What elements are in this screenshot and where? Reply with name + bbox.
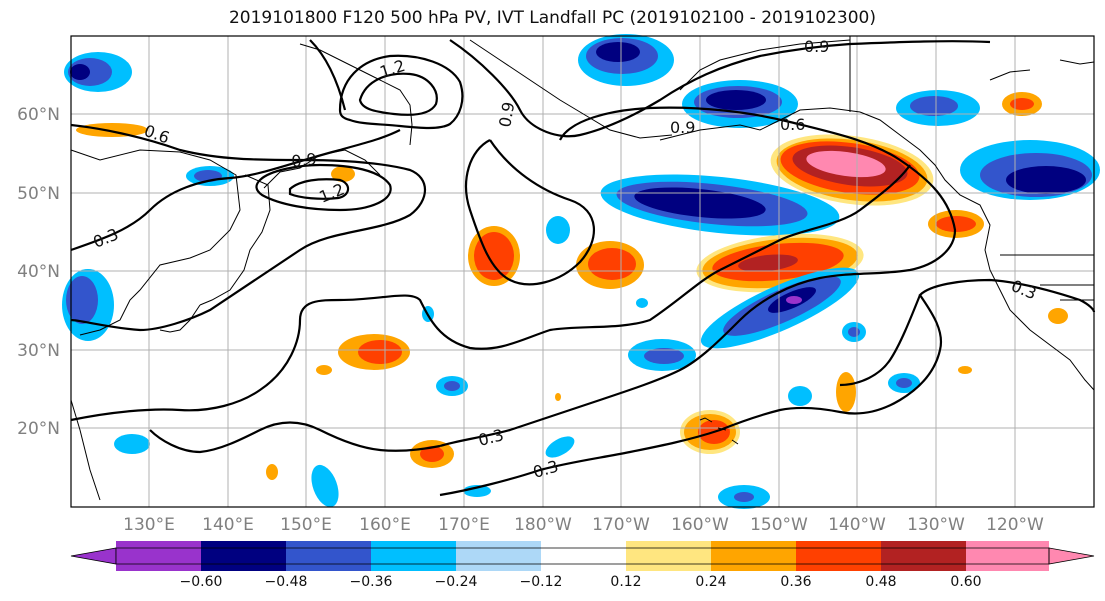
colorbar-tick-label: −0.12 (520, 574, 563, 590)
lon-label: 140°E (202, 515, 254, 535)
colorbar-tick-label: −0.24 (435, 574, 478, 590)
lat-label: 20°N (17, 419, 60, 439)
anomaly-blob (546, 216, 644, 289)
longitude-labels: 130°E 140°E 150°E 160°E 170°E 180°W 170°… (123, 515, 1044, 535)
colorbar-segment (541, 541, 626, 571)
latitude-labels: 60°N 50°N 40°N 30°N 20°N (17, 105, 60, 439)
anomaly-blob (186, 166, 234, 186)
contour-label: 0.9 (670, 118, 695, 137)
anomaly-blob (468, 226, 520, 286)
colorbar-segment (201, 541, 286, 571)
lon-label: 140°W (828, 515, 886, 535)
lon-label: 130°W (907, 515, 965, 535)
colorbar-tick-label: 0.60 (950, 574, 981, 590)
lon-label: 180°W (514, 515, 572, 535)
lon-label: 120°W (986, 515, 1044, 535)
colorbar-tick-label: −0.36 (350, 574, 393, 590)
colorbar-min-extension (70, 547, 117, 565)
colorbar-tick-label: 0.24 (695, 574, 726, 590)
lon-label: 170°E (438, 515, 490, 535)
map-title: 2019101800 F120 500 hPa PV, IVT Landfall… (228, 8, 876, 28)
colorbar-segment (371, 541, 456, 571)
anomaly-blob (316, 308, 1068, 412)
lat-label: 50°N (17, 184, 60, 204)
colorbar-ticks: −0.60 −0.48 −0.36 −0.24 −0.12 0.12 0.24 … (180, 574, 982, 590)
lon-label: 130°E (123, 515, 175, 535)
lat-label: 60°N (17, 105, 60, 125)
colorbar-tick-label: 0.12 (610, 574, 641, 590)
colorbar-segment (796, 541, 881, 571)
colorbar-tick-label: −0.60 (180, 574, 223, 590)
anomaly-blob (76, 92, 1042, 238)
colorbar-segment (286, 541, 371, 571)
contour-label: 0.9 (804, 37, 829, 56)
colorbar-segment (456, 541, 541, 571)
colorbar-max-extension (1048, 547, 1095, 565)
anomaly-blob (62, 269, 114, 341)
contour-label: 0.9 (495, 100, 518, 128)
colorbar (70, 541, 1095, 571)
pv-contours (70, 39, 1096, 497)
shaded-anomalies (62, 34, 1100, 509)
colorbar-tick-label: 0.36 (780, 574, 811, 590)
lon-label: 160°W (671, 515, 729, 535)
lon-label: 160°E (359, 515, 411, 535)
anomaly-blob (578, 34, 674, 86)
lon-label: 150°W (750, 515, 808, 535)
contour-label: 0.6 (780, 115, 805, 134)
anomaly-blob (700, 267, 860, 349)
colorbar-segment (881, 541, 966, 571)
colorbar-segment (116, 541, 201, 571)
lat-label: 40°N (17, 262, 60, 282)
lon-label: 170°W (592, 515, 650, 535)
colorbar-tick-label: 0.48 (865, 574, 896, 590)
graticule (71, 36, 1094, 507)
lon-label: 150°E (280, 515, 332, 535)
colorbar-segment (966, 541, 1049, 571)
anomaly-blob (64, 52, 132, 92)
anomaly-blob (896, 90, 1100, 200)
contour-label: 0.9 (290, 149, 317, 171)
coastlines (70, 36, 1095, 501)
colorbar-outline (115, 547, 1050, 565)
map-frame (70, 35, 1095, 508)
lat-label: 30°N (17, 341, 60, 361)
colorbar-segment (626, 541, 711, 571)
colorbar-tick-label: −0.48 (265, 574, 308, 590)
colorbar-segment (711, 541, 796, 571)
